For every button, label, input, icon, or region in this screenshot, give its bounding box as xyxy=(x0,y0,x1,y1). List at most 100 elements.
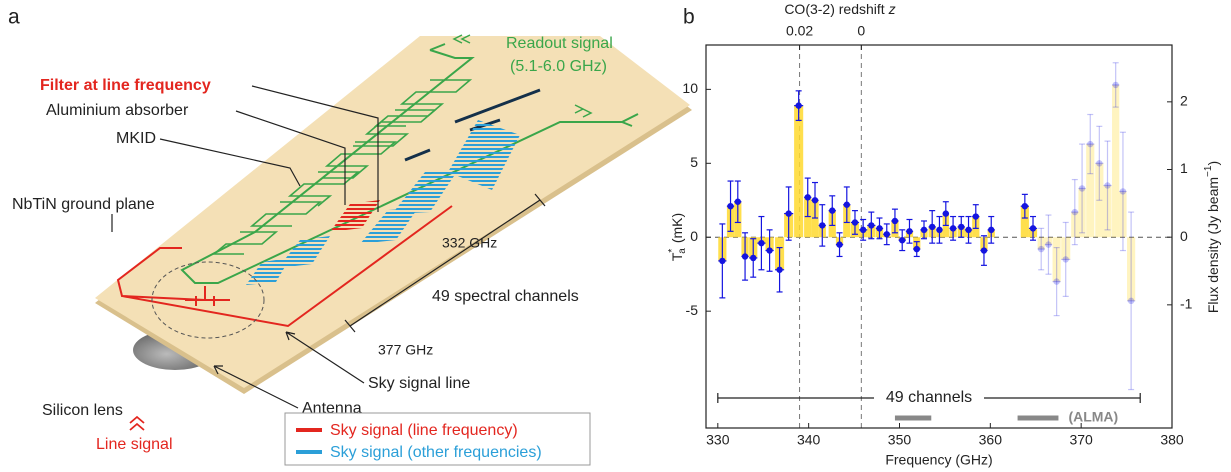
bar xyxy=(1078,188,1086,238)
x-tick-label: 340 xyxy=(797,432,821,448)
point xyxy=(988,226,995,234)
x-tick-label: 330 xyxy=(706,432,730,448)
plot-layer xyxy=(706,45,1172,428)
title-part: a xyxy=(677,248,688,254)
filter xyxy=(330,200,380,232)
capacitor xyxy=(360,208,418,244)
mkid xyxy=(323,141,398,179)
point xyxy=(883,231,890,238)
point xyxy=(819,222,826,229)
point xyxy=(843,201,850,208)
mkid xyxy=(249,201,323,227)
leader xyxy=(285,331,365,384)
y-tick-label: 10 xyxy=(682,80,698,96)
point xyxy=(891,217,899,225)
label: Line signal xyxy=(96,436,173,453)
leader xyxy=(213,365,299,409)
bar xyxy=(1103,185,1112,238)
label: Sky signal line xyxy=(368,375,470,392)
point xyxy=(811,197,819,204)
panel-b: b Frequency (GHz) CO(3-2) redshift z T*a (… xyxy=(667,1,1221,468)
capacitor xyxy=(448,120,520,190)
legend-label: Sky signal (other frequencies) xyxy=(330,444,542,461)
point xyxy=(980,247,988,254)
annotation: 49 channels xyxy=(886,389,972,406)
point xyxy=(928,223,936,231)
panel-label: b xyxy=(683,6,695,29)
point xyxy=(1029,225,1037,232)
title-part: ) xyxy=(1205,161,1221,166)
point xyxy=(741,253,749,260)
bar xyxy=(1037,237,1045,250)
bar xyxy=(1061,237,1071,260)
point xyxy=(876,225,883,232)
label: (5.1-6.0 GHz) xyxy=(510,58,607,75)
point xyxy=(949,225,957,232)
label-bg xyxy=(874,387,985,409)
point xyxy=(906,228,913,235)
bar xyxy=(1044,237,1053,245)
label: Readout signal xyxy=(506,35,613,52)
label: Filter at line frequency xyxy=(40,77,211,94)
dimension-line xyxy=(344,193,546,333)
leader xyxy=(235,110,346,205)
x-axis-title: Frequency (GHz) xyxy=(885,452,992,468)
point xyxy=(1062,256,1069,263)
point xyxy=(1087,140,1094,148)
bar xyxy=(1095,163,1104,238)
point xyxy=(776,266,783,273)
point xyxy=(899,236,906,244)
sky-signal-line xyxy=(116,205,453,328)
readout-line xyxy=(180,49,639,284)
point xyxy=(1127,297,1135,305)
point xyxy=(727,202,734,210)
x-tick-label: 350 xyxy=(888,432,912,448)
title-part: Flux density (Jy beam xyxy=(1205,177,1221,313)
title-part: CO(3-2) redshift xyxy=(784,1,884,17)
bar xyxy=(1086,144,1095,238)
y2-tick-label: 2 xyxy=(1180,93,1188,109)
mkid xyxy=(373,79,473,127)
bar xyxy=(1052,237,1061,282)
point xyxy=(734,198,741,205)
x-tick-label: 370 xyxy=(1069,432,1093,448)
title-part: T xyxy=(669,252,685,261)
point xyxy=(1053,278,1060,285)
plot-frame xyxy=(705,44,1173,429)
label: MKID xyxy=(116,130,156,147)
point xyxy=(1071,208,1079,216)
point xyxy=(1078,185,1086,192)
label: 332 GHz xyxy=(442,235,497,251)
mkid xyxy=(211,231,279,255)
x2-axis-title: CO(3-2) redshift z xyxy=(784,1,895,17)
bar xyxy=(1127,237,1136,301)
point xyxy=(785,210,792,217)
capacitor xyxy=(278,236,330,268)
x-tick-label: 380 xyxy=(1160,432,1184,448)
arrow xyxy=(129,415,145,431)
label: 377 GHz xyxy=(378,342,433,358)
point xyxy=(868,222,875,229)
readout-port xyxy=(429,43,633,127)
point xyxy=(965,226,972,234)
bar xyxy=(1119,191,1127,238)
point xyxy=(1119,188,1127,195)
panel-label: a xyxy=(8,6,20,29)
y-tick-label: 5 xyxy=(690,154,698,170)
label: Aluminium absorber xyxy=(46,102,189,119)
point xyxy=(1037,245,1045,253)
point xyxy=(836,241,843,248)
y2-tick-label: -1 xyxy=(1180,296,1193,312)
point xyxy=(920,226,928,234)
point xyxy=(1021,202,1029,210)
x2-tick-label: 0.02 xyxy=(786,23,813,39)
panel-a: a Readout s xyxy=(8,6,692,466)
bar xyxy=(1071,212,1079,238)
leader xyxy=(251,85,379,212)
x-tick-label: 360 xyxy=(979,432,1003,448)
label: NbTiN ground plane xyxy=(12,196,155,213)
point xyxy=(942,210,950,217)
label: 49 spectral channels xyxy=(432,288,579,305)
